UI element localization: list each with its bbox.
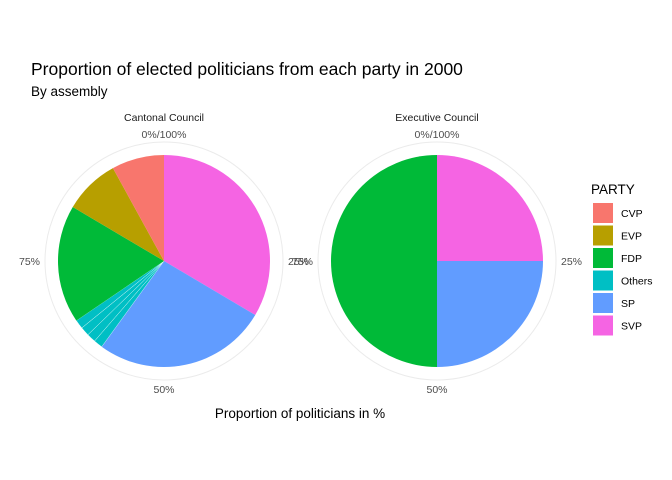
legend-swatch (593, 315, 613, 336)
slice-svp (164, 155, 270, 315)
legend-swatch (593, 248, 613, 268)
legend-item-evp: EVP (593, 225, 642, 246)
legend: PARTY CVP EVP FDP Others SP SVP (591, 182, 653, 336)
slice-fdp (58, 207, 164, 321)
theta-tick-label: 75% (292, 256, 313, 268)
slice-evp (72, 168, 164, 261)
slice-fdp (331, 155, 437, 367)
polar-grid-circle (44, 141, 284, 381)
legend-item-fdp: FDP (593, 248, 642, 268)
legend-item-cvp: CVP (593, 203, 643, 223)
legend-item-others: Others (593, 270, 653, 291)
facet-label: Cantonal Council (124, 112, 204, 124)
legend-label: CVP (621, 208, 643, 220)
legend-title: PARTY (591, 182, 635, 197)
legend-swatch (593, 225, 613, 246)
x-axis-title: Proportion of politicians in % (215, 406, 385, 421)
legend-label: SVP (621, 321, 642, 333)
facets: Cantonal Council0%/100%25%50%75%Executiv… (19, 112, 582, 396)
facet-label: Executive Council (395, 112, 478, 124)
slice-sp (101, 261, 256, 367)
legend-swatch (593, 293, 613, 313)
theta-tick-label: 0%/100% (415, 129, 460, 141)
polar-grid-circle (317, 141, 557, 381)
slice-others (76, 260, 165, 329)
slice-svp (437, 155, 543, 261)
legend-item-sp: SP (593, 293, 635, 313)
legend-swatch (593, 203, 613, 223)
chart-subtitle: By assembly (31, 84, 108, 99)
facet-executive-council: Executive Council 0%/100% 25% 50% 75% (292, 112, 582, 396)
legend-item-svp: SVP (593, 315, 642, 336)
theta-tick-label: 25% (561, 256, 582, 268)
theta-tick-label: 25% (288, 256, 309, 268)
theta-tick-label: 0%/100% (142, 129, 187, 141)
slice-cvp (112, 155, 164, 261)
chart-title: Proportion of elected politicians from e… (31, 59, 463, 79)
legend-label: Others (621, 276, 653, 288)
theta-tick-label: 50% (153, 384, 174, 396)
legend-swatch (593, 270, 613, 291)
facet-cantonal-council: Cantonal Council 0%/100% 25% 50% 75% (19, 112, 309, 396)
theta-tick-label: 75% (19, 256, 40, 268)
slice-sp (437, 261, 543, 367)
theta-tick-label: 50% (426, 384, 447, 396)
legend-label: FDP (621, 253, 642, 265)
legend-label: EVP (621, 231, 642, 243)
legend-label: SP (621, 298, 635, 310)
